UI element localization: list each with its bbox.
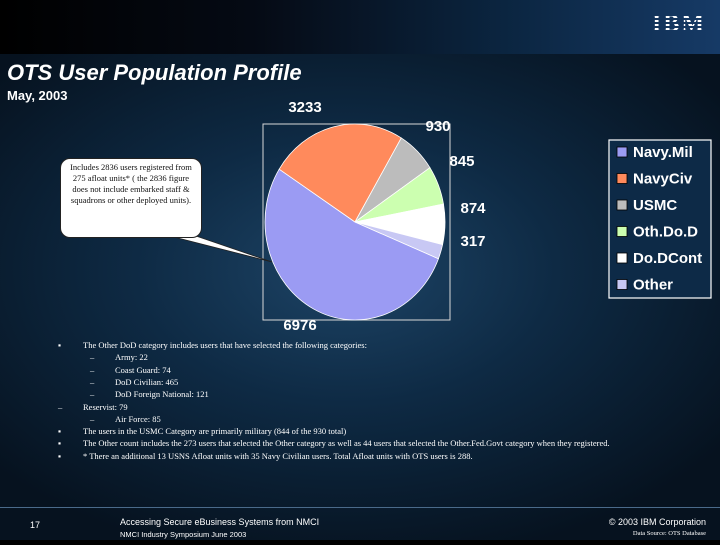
legend-label-oth-do-d: Oth.Do.D — [633, 224, 698, 241]
header-banner: IBM — [0, 0, 720, 54]
data-label-usmc: 930 — [425, 118, 450, 135]
note-bullet: ▪ — [58, 340, 62, 350]
note-text: The Other DoD category includes users th… — [83, 340, 367, 350]
data-source: Data Source: OTS Database — [632, 530, 706, 537]
note-bullet: ▪ — [58, 450, 62, 461]
legend-swatch-oth-do-d — [616, 226, 628, 237]
note-text: DoD Foreign National: 121 — [115, 389, 209, 400]
note-bullet: – — [58, 401, 63, 412]
data-label-navy-mil: 6976 — [283, 317, 316, 334]
afloat-users-callout: Includes 2836 users registered from 275 … — [60, 158, 202, 238]
note-bullet: – — [90, 389, 95, 400]
note-text: Coast Guard: 74 — [115, 364, 171, 375]
note-text: The users in the USMC Category are prima… — [83, 426, 347, 437]
note-bullet: – — [90, 376, 95, 387]
note-text: Reservist: 79 — [83, 401, 128, 412]
legend-swatch-navyciv — [616, 173, 628, 184]
slide-title: OTS User Population Profile — [7, 60, 302, 85]
note-text: DoD Civilian: 465 — [115, 376, 179, 387]
legend-swatch-navy-mil — [616, 146, 628, 158]
legend-label-do-dcont: Do.DCont — [633, 250, 702, 267]
legend-swatch-usmc — [616, 199, 628, 211]
note-text: * There an additional 13 USNS Afloat uni… — [83, 450, 473, 461]
pie-slice-navy-mil — [264, 168, 439, 321]
copyright: © 2003 IBM Corporation — [608, 517, 706, 527]
legend-label-usmc: USMC — [633, 197, 677, 214]
ibm-logo: IBM — [652, 11, 706, 37]
slide-subtitle: May, 2003 — [7, 88, 68, 103]
note-text: Army: 22 — [115, 352, 148, 363]
pie-slice-other — [354, 221, 444, 260]
legend-label-navy-mil: Navy.Mil — [633, 144, 693, 161]
footer-divider — [0, 507, 720, 508]
data-label-do-dcont: 874 — [460, 200, 486, 217]
legend-swatch-do-dcont — [616, 252, 628, 264]
note-bullet: ▪ — [58, 438, 62, 449]
data-label-other: 317 — [460, 233, 485, 250]
page-number: 17 — [30, 520, 41, 530]
data-label-navyciv: 3233 — [288, 99, 321, 116]
legend-box — [608, 139, 712, 299]
legend-label-navyciv: NavyCiv — [633, 171, 693, 188]
legend-label-other: Other — [633, 277, 673, 294]
pie-slice-navyciv — [278, 123, 402, 223]
footer-event: NMCI Industry Symposium June 2003 — [120, 530, 247, 539]
legend-swatch-other — [616, 279, 628, 290]
data-label-oth-do-d: 845 — [449, 153, 474, 170]
note-bullet: ▪ — [58, 426, 62, 437]
note-bullet: – — [90, 352, 95, 363]
note-bullet: – — [90, 413, 95, 424]
note-text: Air Force: 85 — [115, 413, 161, 424]
footer-title: Accessing Secure eBusiness Systems from … — [120, 517, 320, 527]
note-text: The Other count includes the 273 users t… — [83, 438, 610, 449]
note-bullet: – — [90, 364, 95, 375]
callout-pointer — [169, 235, 273, 263]
